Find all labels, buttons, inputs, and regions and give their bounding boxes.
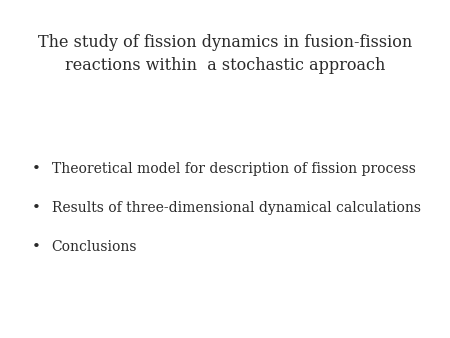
Text: The study of fission dynamics in fusion-fission
reactions within  a stochastic a: The study of fission dynamics in fusion-… <box>38 34 412 74</box>
Text: Results of three-dimensional dynamical calculations: Results of three-dimensional dynamical c… <box>52 201 421 215</box>
Text: •: • <box>32 240 40 254</box>
Text: •: • <box>32 201 40 215</box>
Text: Theoretical model for description of fission process: Theoretical model for description of fis… <box>52 162 416 176</box>
Text: Conclusions: Conclusions <box>52 240 137 254</box>
Text: •: • <box>32 162 40 176</box>
